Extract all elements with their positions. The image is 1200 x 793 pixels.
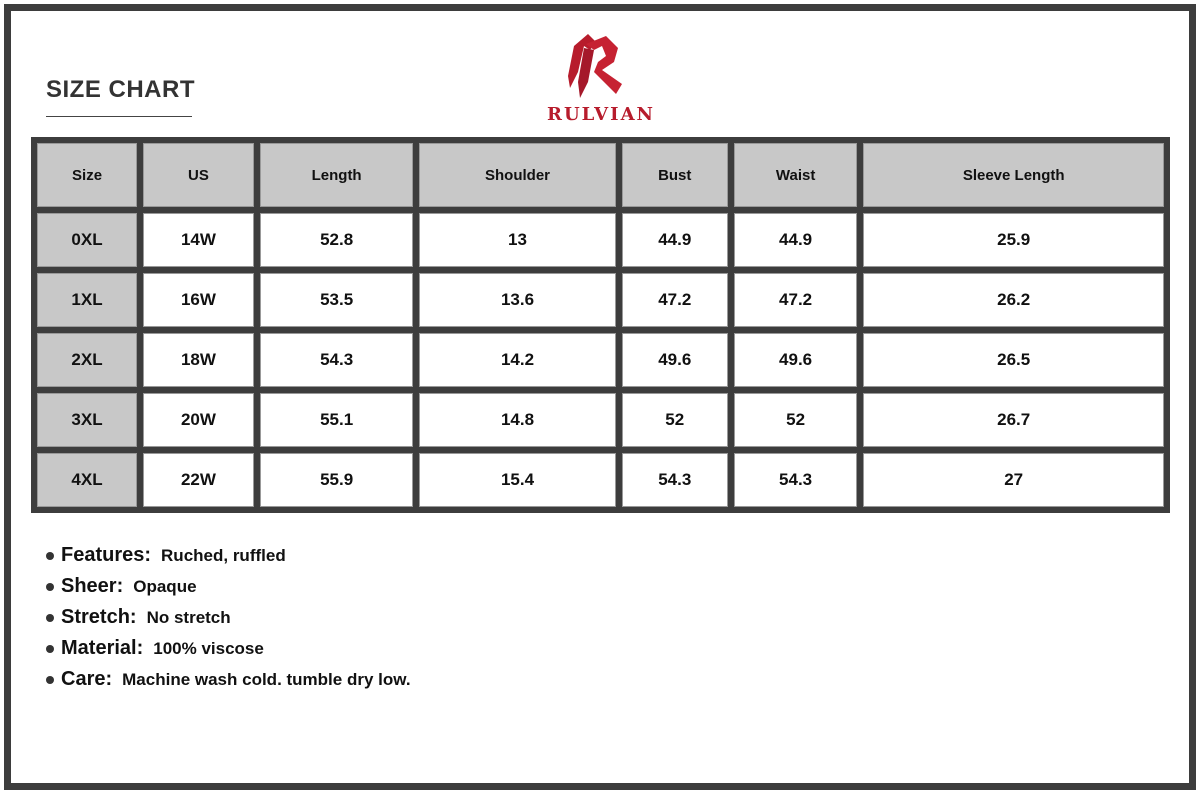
note-value: Machine wash cold. tumble dry low. (122, 669, 411, 689)
table-cell: 44.9 (621, 213, 728, 267)
bullet-icon (46, 675, 54, 684)
table-cell: 15.4 (419, 453, 616, 507)
size-cell: 1XL (37, 273, 138, 327)
note-item: Features: Ruched, ruffled (46, 540, 411, 571)
table-cell: 26.2 (863, 273, 1164, 327)
note-label: Sheer: (61, 575, 124, 597)
table-cell: 52 (733, 393, 858, 447)
size-table: Size US Length Shoulder Bust Waist Sleeve Leng… (31, 137, 1170, 513)
note-value: Opaque (133, 576, 197, 596)
table-cell: 47.2 (621, 273, 728, 327)
bullet-icon (46, 644, 54, 653)
table-row: 0XL 14W 52.8 13 44.9 44.9 25.9 (37, 213, 1164, 267)
note-item: Stretch: No stretch (46, 602, 411, 633)
note-value: Ruched, ruffled (161, 545, 286, 565)
note-item: Sheer: Opaque (46, 571, 411, 602)
table-cell: 25.9 (863, 213, 1164, 267)
size-cell: 4XL (37, 453, 138, 507)
table-cell: 22W (143, 453, 254, 507)
table-row: 1XL 16W 53.5 13.6 47.2 47.2 26.2 (37, 273, 1164, 327)
table-cell: 49.6 (733, 333, 858, 387)
table-cell: 54.3 (733, 453, 858, 507)
column-header: Sleeve Length (863, 143, 1164, 207)
column-header: Length (259, 143, 414, 207)
note-value: 100% viscose (153, 638, 264, 658)
table-cell: 20W (143, 393, 254, 447)
product-notes: Features: Ruched, ruffled Sheer: Opaque Stre… (46, 540, 411, 695)
table-cell: 13 (419, 213, 616, 267)
bullet-icon (46, 613, 54, 622)
table-cell: 26.7 (863, 393, 1164, 447)
table-cell: 54.3 (259, 333, 414, 387)
table-cell: 53.5 (259, 273, 414, 327)
note-value: No stretch (146, 607, 231, 627)
table-row: 2XL 18W 54.3 14.2 49.6 49.6 26.5 (37, 333, 1164, 387)
note-label: Material: (61, 637, 144, 659)
note-label: Features: (61, 544, 152, 566)
table-header-row: Size US Length Shoulder Bust Waist Sleeve Leng… (37, 143, 1164, 207)
table-cell: 14.2 (419, 333, 616, 387)
table-cell: 49.6 (621, 333, 728, 387)
bullet-icon (46, 551, 54, 560)
table-row: 4XL 22W 55.9 15.4 54.3 54.3 27 (37, 453, 1164, 507)
column-header: Bust (621, 143, 728, 207)
column-header: Waist (733, 143, 858, 207)
column-header: Shoulder (419, 143, 616, 207)
size-cell: 0XL (37, 213, 138, 267)
table-cell: 54.3 (621, 453, 728, 507)
note-item: Material: 100% viscose (46, 633, 411, 664)
size-cell: 2XL (37, 333, 138, 387)
table-cell: 26.5 (863, 333, 1164, 387)
r-monogram-logo-icon (568, 34, 622, 98)
table-cell: 52 (621, 393, 728, 447)
table-cell: 18W (143, 333, 254, 387)
brand-name: RULVIAN (547, 104, 655, 125)
table-row: 3XL 20W 55.1 14.8 52 52 26.7 (37, 393, 1164, 447)
table-cell: 55.9 (259, 453, 414, 507)
note-item: Care: Machine wash cold. tumble dry low. (46, 664, 411, 695)
table-cell: 52.8 (259, 213, 414, 267)
table-cell: 14W (143, 213, 254, 267)
table-cell: 47.2 (733, 273, 858, 327)
note-label: Stretch: (61, 606, 137, 628)
table-cell: 55.1 (259, 393, 414, 447)
size-cell: 3XL (37, 393, 138, 447)
note-label: Care: (61, 668, 113, 690)
table-cell: 13.6 (419, 273, 616, 327)
table-cell: 16W (143, 273, 254, 327)
bullet-icon (46, 582, 54, 591)
table-cell: 14.8 (419, 393, 616, 447)
column-header: Size (37, 143, 138, 207)
brand-logo: RULVIAN (540, 32, 662, 128)
title-underline (46, 116, 192, 117)
table-cell: 44.9 (733, 213, 858, 267)
table-cell: 27 (863, 453, 1164, 507)
page-title: SIZE CHART (46, 76, 195, 103)
column-header: US (143, 143, 254, 207)
